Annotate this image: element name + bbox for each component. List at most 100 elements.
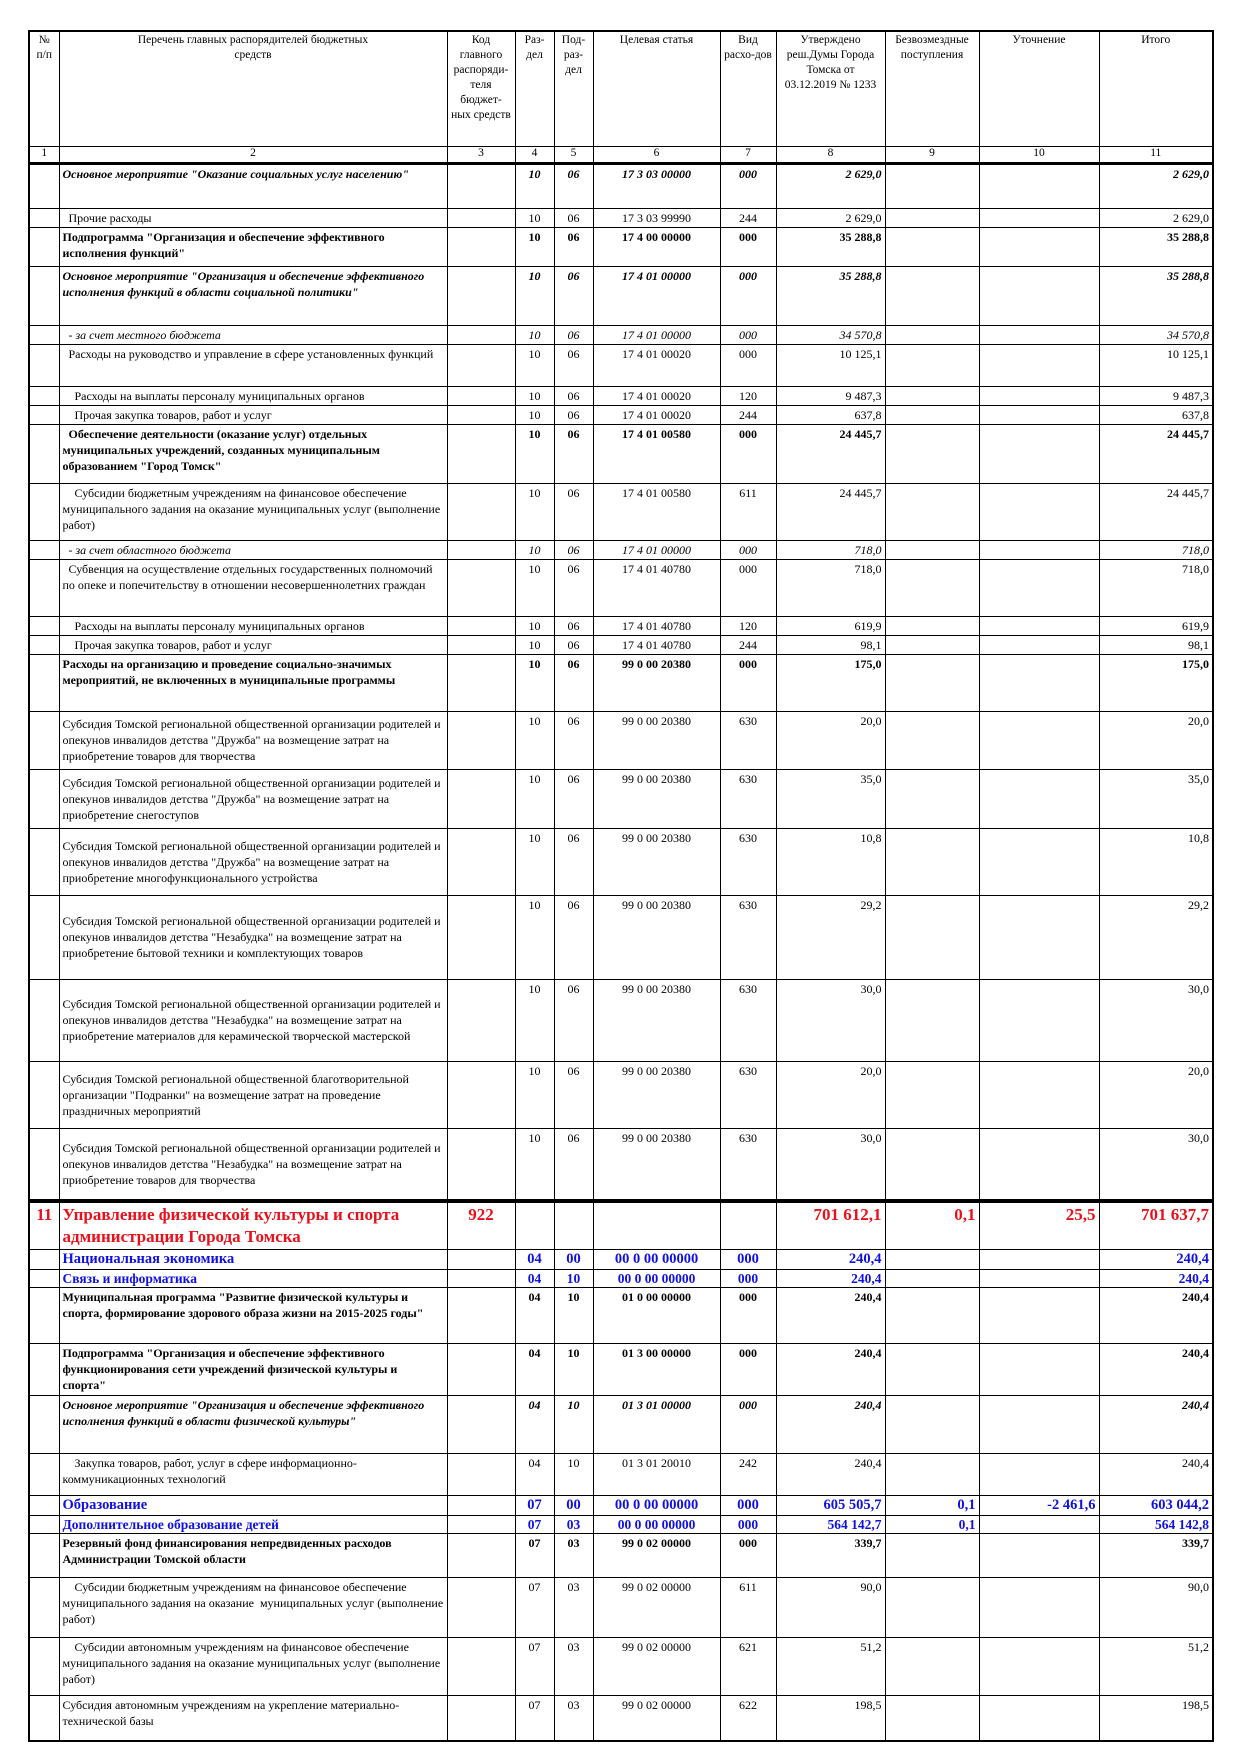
cell-expense-type: 630 [719,710,777,770]
cell-section: 10 [514,978,555,1062]
col-header-total: Итого [1098,30,1214,147]
cell-expense-type: 000 [719,539,777,560]
cell-approved: 564 142,7 [775,1515,886,1534]
col-number: 6 [592,145,721,165]
table-row: Расходы на выплаты персоналу муниципальн… [28,615,1214,636]
col-number: 2 [58,145,448,165]
cell-section: 07 [514,1495,555,1516]
table-row: Основное мероприятие "Оказание социальны… [28,162,1214,209]
cell-name: Прочие расходы [58,207,448,228]
cell-approved: 10,8 [775,827,886,896]
cell-gratis [884,768,980,829]
cell-num [28,265,60,326]
cell-expense-type: 000 [719,558,777,617]
cell-refinement [978,1695,1100,1741]
cell-section: 10 [514,324,555,345]
cell-subsection: 06 [553,324,594,345]
col-header-subsection: Под-раз-дел [553,30,594,147]
cell-name: Связь и информатика [58,1269,448,1288]
cell-name: Обеспечение деятельности (оказание услуг… [58,423,448,484]
cell-section: 10 [514,539,555,560]
cell-subsection: 10 [553,1287,594,1344]
cell-target: 99 0 00 20380 [592,710,721,770]
cell-total: 240,4 [1098,1249,1214,1270]
cell-code [446,1637,516,1696]
cell-approved: 619,9 [775,615,886,636]
cell-gratis [884,1695,980,1741]
cell-subsection: 06 [553,558,594,617]
cell-section: 10 [514,385,555,406]
cell-total: 9 487,3 [1098,385,1214,406]
cell-num [28,615,60,636]
cell-target: 99 0 00 20380 [592,827,721,896]
table-row: Обеспечение деятельности (оказание услуг… [28,423,1214,484]
cell-gratis [884,162,980,209]
cell-gratis [884,634,980,655]
cell-expense-type: 630 [719,1060,777,1129]
cell-section [514,1200,555,1250]
table-row: Субсидии бюджетным учреждениям на финанс… [28,1577,1214,1638]
cell-name: Субсидия Томской региональной общественн… [58,710,448,770]
cell-approved: 701 612,1 [775,1200,886,1250]
cell-target: 00 0 00 00000 [592,1249,721,1270]
cell-code [446,1453,516,1496]
cell-name: Субсидии бюджетным учреждениям на финанс… [58,482,448,541]
cell-target: 01 0 00 00000 [592,1287,721,1344]
cell-total: 90,0 [1098,1577,1214,1638]
cell-refinement [978,1395,1100,1454]
cell-refinement [978,653,1100,712]
cell-subsection: 06 [553,827,594,896]
table-row: Расходы на организацию и проведение соци… [28,653,1214,712]
table-row: Прочие расходы 10 06 17 3 03 99990 244 2 629,… [28,207,1214,228]
cell-expense-type: 000 [719,1395,777,1454]
cell-subsection: 03 [553,1577,594,1638]
cell-num [28,482,60,541]
cell-refinement [978,404,1100,425]
cell-name: Субсидия Томской региональной общественн… [58,978,448,1062]
cell-total: 718,0 [1098,558,1214,617]
cell-approved: 2 629,0 [775,207,886,228]
cell-total: 98,1 [1098,634,1214,655]
col-header-name: Перечень главных распорядителей бюджетны… [58,30,448,147]
cell-num [28,1287,60,1344]
cell-gratis [884,1060,980,1129]
cell-target: 17 4 01 00020 [592,343,721,387]
cell-approved: 35 288,8 [775,265,886,326]
cell-name: Расходы на организацию и проведение соци… [58,653,448,712]
cell-gratis [884,1127,980,1202]
col-number: 9 [884,145,980,165]
cell-approved: 30,0 [775,1127,886,1202]
cell-total: 240,4 [1098,1287,1214,1344]
cell-target: 17 4 01 00580 [592,482,721,541]
cell-section: 04 [514,1453,555,1496]
cell-subsection: 06 [553,1060,594,1129]
cell-section: 10 [514,1127,555,1202]
cell-subsection: 10 [553,1395,594,1454]
cell-num [28,710,60,770]
cell-gratis [884,1637,980,1696]
cell-subsection: 00 [553,1495,594,1516]
cell-section: 04 [514,1269,555,1288]
cell-section: 07 [514,1577,555,1638]
cell-total: 34 570,8 [1098,324,1214,345]
cell-target: 99 0 02 00000 [592,1637,721,1696]
cell-refinement [978,615,1100,636]
cell-code [446,1695,516,1741]
cell-num [28,1127,60,1202]
cell-subsection: 06 [553,894,594,980]
cell-section: 10 [514,423,555,484]
table-row: Субсидия автономным учреждениям на укреп… [28,1695,1214,1741]
cell-gratis [884,385,980,406]
cell-name: Национальная экономика [58,1249,448,1270]
cell-refinement [978,634,1100,655]
cell-num [28,1395,60,1454]
cell-num [28,978,60,1062]
col-number: 4 [514,145,555,165]
cell-expense-type: 000 [719,1287,777,1344]
cell-name: Субсидия Томской региональной общественн… [58,894,448,980]
cell-target: 17 4 00 00000 [592,226,721,267]
cell-section: 10 [514,226,555,267]
cell-expense-type: 000 [719,1269,777,1288]
cell-num [28,385,60,406]
cell-code [446,1343,516,1396]
